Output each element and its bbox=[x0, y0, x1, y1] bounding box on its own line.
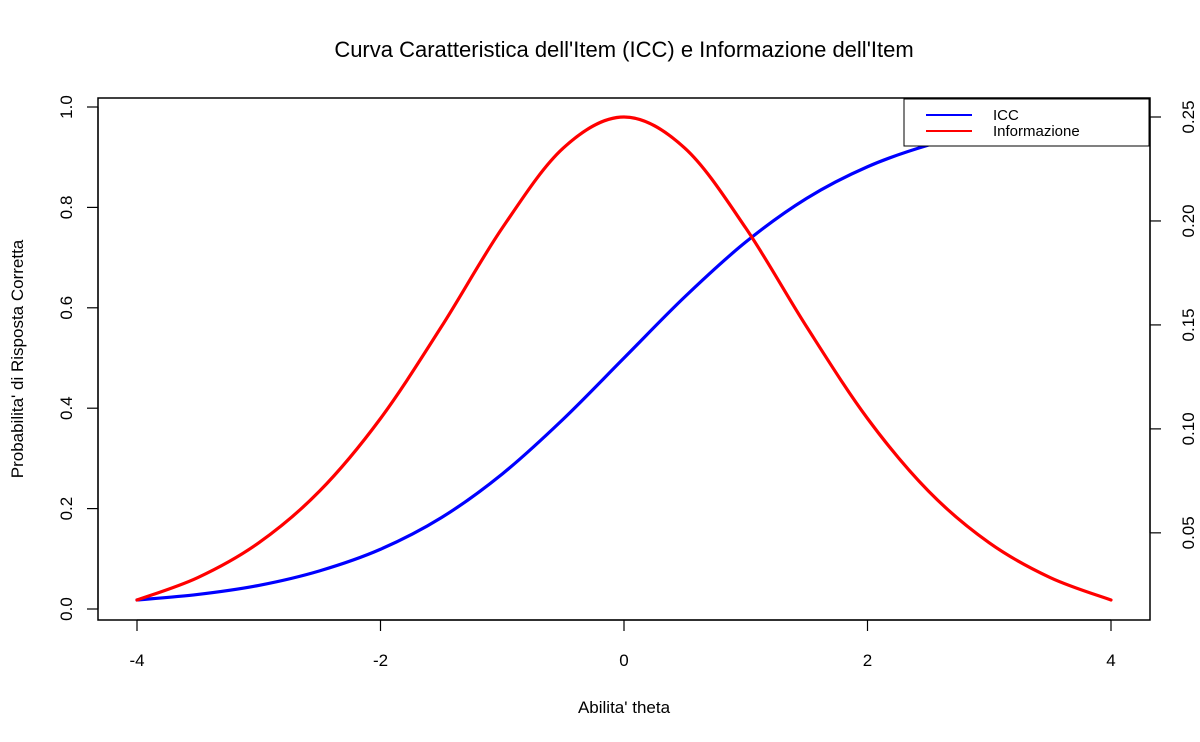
y2-tick-label: 0.15 bbox=[1179, 308, 1198, 341]
y-tick-label: 0.2 bbox=[57, 497, 76, 521]
legend-label-informazione: Informazione bbox=[993, 123, 1080, 140]
y-axis-left: 0.0 0.2 0.4 0.6 0.8 1.0 bbox=[57, 95, 99, 621]
y-tick-label: 1.0 bbox=[57, 95, 76, 119]
y-tick-label: 0.4 bbox=[57, 396, 76, 420]
x-tick-label: 0 bbox=[619, 651, 628, 670]
y-tick-label: 0.8 bbox=[57, 196, 76, 220]
series-layer bbox=[135, 114, 1113, 602]
y-axis-right: 0.05 0.10 0.15 0.20 0.25 bbox=[1149, 100, 1198, 549]
x-tick-label: 4 bbox=[1106, 651, 1115, 670]
y-axis-label: Probabilita' di Risposta Corretta bbox=[8, 239, 27, 478]
x-axis: -4 -2 0 2 4 bbox=[129, 619, 1116, 670]
legend-box bbox=[903, 98, 1150, 147]
y-tick-label: 0.6 bbox=[57, 296, 76, 320]
x-tick-label: 2 bbox=[863, 651, 872, 670]
x-tick-label: -2 bbox=[373, 651, 388, 670]
series-line-informazione bbox=[135, 115, 1113, 602]
x-tick-label: -4 bbox=[129, 651, 144, 670]
x-axis-label: Abilita' theta bbox=[578, 698, 671, 717]
y2-tick-label: 0.25 bbox=[1179, 100, 1198, 133]
y2-tick-label: 0.10 bbox=[1179, 412, 1198, 445]
chart-title: Curva Caratteristica dell'Item (ICC) e I… bbox=[334, 37, 913, 62]
y2-tick-label: 0.20 bbox=[1179, 204, 1198, 237]
y2-tick-label: 0.05 bbox=[1179, 516, 1198, 549]
legend: ICC Informazione bbox=[903, 98, 1150, 147]
y-tick-label: 0.0 bbox=[57, 597, 76, 621]
series-line-icc bbox=[135, 114, 1113, 602]
legend-label-icc: ICC bbox=[993, 107, 1019, 124]
